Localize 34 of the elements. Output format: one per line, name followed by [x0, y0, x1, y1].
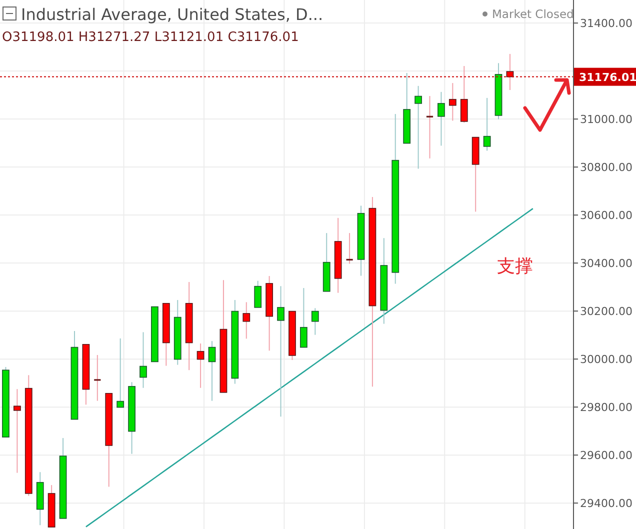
chart-title: Industrial Average, United States, D... — [21, 5, 324, 24]
candlestick — [506, 53, 514, 91]
candlestick — [254, 280, 262, 308]
candlestick — [116, 338, 124, 408]
candlestick — [277, 286, 284, 418]
candlestick — [13, 388, 21, 474]
candlestick — [311, 308, 319, 336]
candlestick — [483, 97, 491, 152]
candlestick — [94, 354, 101, 402]
candlestick — [196, 342, 204, 388]
ref-line-label: 31176.01 — [579, 70, 636, 84]
candlestick — [346, 232, 353, 264]
y-tick-label: 29600.00 — [580, 449, 632, 462]
candlestick — [242, 302, 250, 340]
annotation: Market Closed — [492, 7, 574, 21]
y-tick-label: 31400.00 — [580, 17, 632, 30]
candlestick — [414, 85, 422, 170]
y-tick-label: 30000.00 — [580, 353, 632, 366]
y-tick-label: 29800.00 — [580, 401, 632, 414]
candlestick — [300, 288, 308, 348]
candlestick — [208, 340, 216, 402]
candlestick — [448, 82, 456, 122]
annotation: O31198.01 H31271.27 L31121.01 C31176.01 — [2, 30, 299, 45]
candlestick — [460, 66, 468, 124]
candlestick — [140, 332, 147, 388]
annotation: 支撑 — [497, 256, 533, 276]
y-tick-label: 30600.00 — [580, 209, 632, 222]
y-tick-label: 31000.00 — [580, 113, 632, 126]
y-tick-label: 30800.00 — [580, 161, 632, 174]
candlestick — [426, 96, 434, 159]
y-tick-label: 29400.00 — [580, 497, 632, 510]
y-tick-label: 30400.00 — [580, 257, 632, 270]
y-tick-label: 30200.00 — [580, 305, 632, 318]
candlestick — [438, 91, 445, 146]
